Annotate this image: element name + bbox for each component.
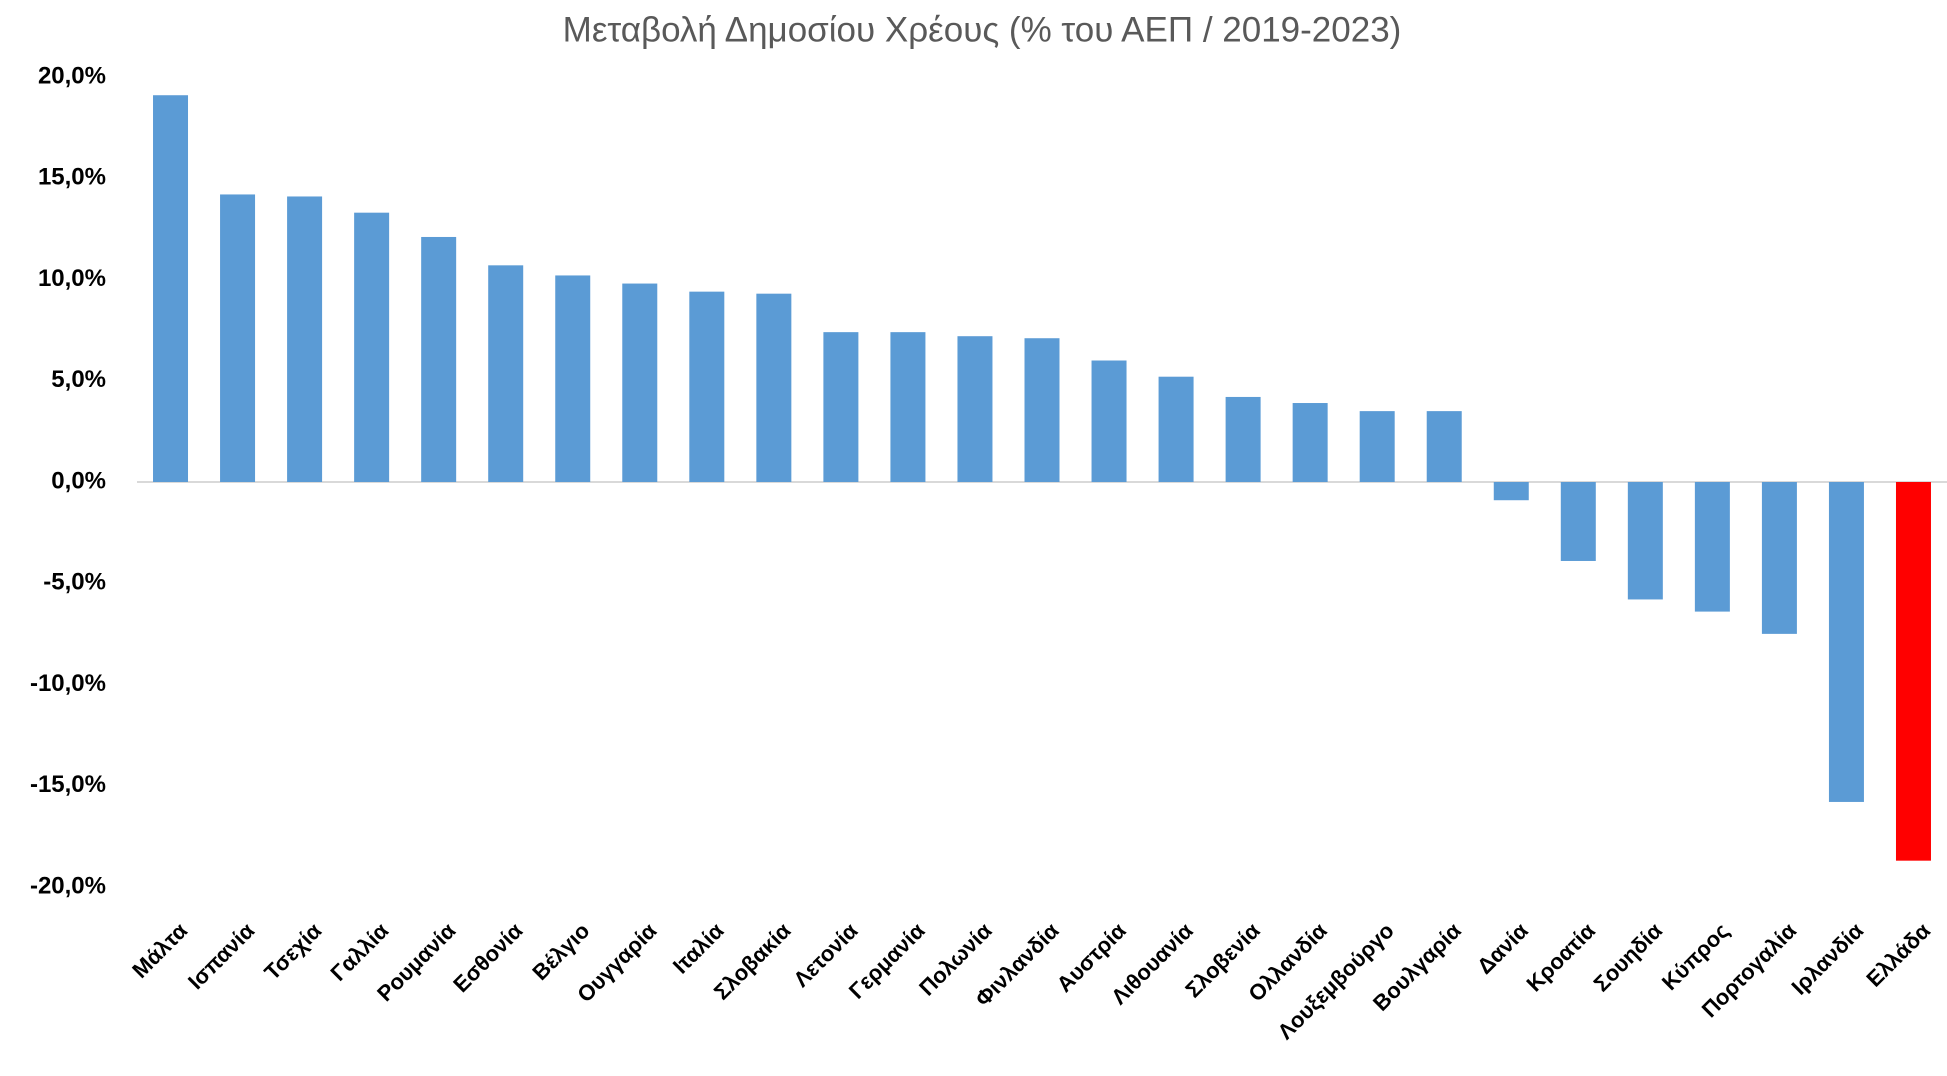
y-tick-label: -20,0% (30, 872, 106, 899)
bar (1024, 338, 1060, 482)
x-tick-label: Σουηδία (1589, 918, 1668, 997)
y-tick-label: -15,0% (30, 771, 106, 798)
bar (689, 291, 725, 482)
y-tick-label: 10,0% (38, 265, 106, 292)
bar (1761, 482, 1797, 634)
bar (1493, 482, 1529, 501)
x-tick-label: Ιταλία (668, 918, 729, 979)
y-tick-label: 5,0% (51, 366, 106, 393)
bar (1359, 411, 1395, 482)
bar (555, 275, 591, 482)
bar (488, 265, 524, 482)
bar (1426, 411, 1462, 482)
bar (220, 194, 256, 482)
bar (1560, 482, 1596, 561)
y-tick-label: 20,0% (38, 62, 106, 89)
y-tick-label: 0,0% (51, 467, 106, 494)
x-tick-label: Τσεχία (259, 918, 326, 985)
bar (1694, 482, 1730, 612)
bar (756, 293, 792, 482)
bar (823, 332, 859, 482)
y-tick-label: 15,0% (38, 164, 106, 191)
bar (1627, 482, 1663, 600)
bar (1225, 396, 1261, 482)
bar (957, 336, 993, 482)
bar (421, 236, 457, 482)
bar (1091, 360, 1127, 482)
bar (287, 196, 323, 482)
y-tick-label: -10,0% (30, 670, 106, 697)
x-tick-label: Γαλλία (325, 918, 393, 986)
bar (354, 212, 390, 483)
chart-title: Μεταβολή Δημοσίου Χρέους (% του ΑΕΠ / 20… (563, 10, 1402, 49)
bar (1828, 482, 1864, 802)
bar (1158, 376, 1194, 482)
bar (1292, 403, 1328, 482)
x-tick-label: Μάλτα (127, 918, 192, 983)
x-tick-label: Λουξεμβούργο (1273, 918, 1399, 1044)
x-tick-label: Ελλάδα (1861, 918, 1935, 992)
x-tick-label: Ισπανία (183, 918, 260, 995)
x-tick-label: Δανία (1472, 918, 1533, 979)
bar (1895, 482, 1931, 861)
x-tick-label: Κροατία (1522, 918, 1601, 997)
x-tick-label: Ιρλανδία (1786, 918, 1868, 1000)
bar (890, 332, 926, 482)
bar (622, 283, 658, 482)
x-tick-label: Εσθονία (448, 918, 527, 997)
bar (153, 95, 189, 482)
x-tick-label: Βέλγιο (527, 918, 594, 985)
y-tick-label: -5,0% (43, 569, 106, 596)
